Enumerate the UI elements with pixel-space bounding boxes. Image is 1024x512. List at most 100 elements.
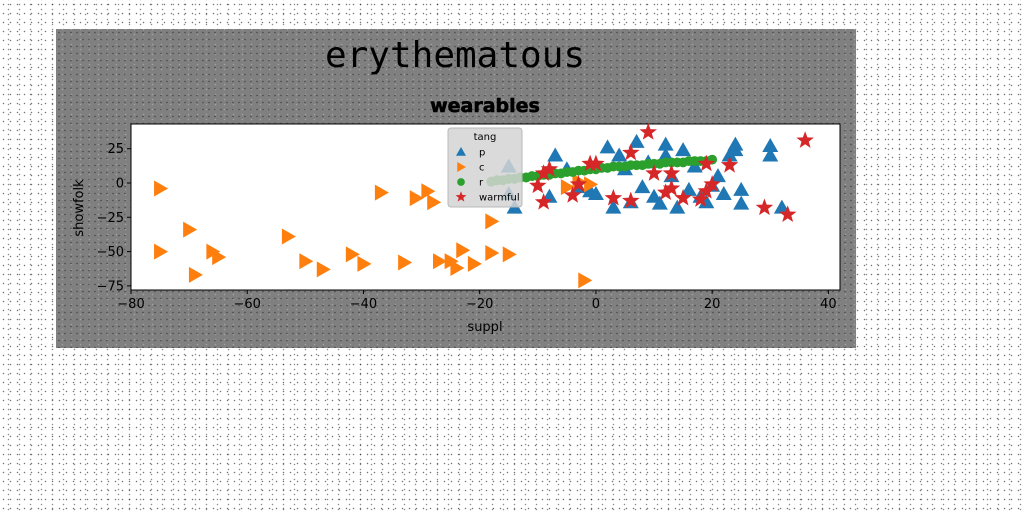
- legend: tang pcr warmful: [447, 127, 523, 208]
- point-warmful-18: [697, 154, 716, 172]
- y-tick-label: −50: [97, 245, 124, 260]
- x-tick-label: 40: [820, 297, 837, 312]
- point-warmful-22: [755, 198, 774, 216]
- point-warmful-23: [778, 205, 797, 222]
- x-tick-label: 20: [704, 297, 721, 312]
- point-c-5: [212, 249, 227, 266]
- point-c-11: [374, 184, 389, 201]
- point-c-20: [467, 255, 482, 272]
- point-c-2: [183, 221, 198, 238]
- point-warmful-16: [674, 188, 692, 206]
- point-p-10: [605, 199, 622, 214]
- legend-marker-c: [457, 162, 466, 172]
- point-p-9: [599, 139, 616, 154]
- point-p-8: [587, 185, 604, 200]
- point-warmful-19: [697, 182, 716, 199]
- point-warmful-4: [563, 186, 582, 203]
- point-c-18: [450, 260, 465, 277]
- chart-title: wearables: [430, 95, 540, 117]
- point-p-36: [762, 147, 779, 162]
- point-warmful-3: [540, 160, 559, 177]
- point-p-22: [669, 199, 686, 214]
- point-p-24: [680, 181, 697, 196]
- point-c-22: [485, 213, 500, 230]
- x-axis-ticks: −80 −60 −40 −20 0 20 40: [117, 290, 837, 312]
- point-warmful-10: [622, 143, 640, 161]
- point-p-37: [762, 137, 779, 152]
- point-c-12: [398, 254, 413, 271]
- point-p-38: [773, 199, 790, 214]
- point-c-1: [154, 243, 169, 260]
- point-p-11: [611, 147, 628, 162]
- y-axis-ticks: −75 −50 −25 0 25: [97, 142, 131, 294]
- y-tick-label: 25: [107, 142, 124, 157]
- point-p-35: [733, 181, 750, 196]
- point-c-7: [299, 253, 314, 270]
- y-axis-label: showfolk: [72, 179, 87, 237]
- point-warmful-5: [569, 175, 588, 192]
- point-c-27: [584, 176, 599, 193]
- point-warmful-1: [534, 193, 553, 210]
- point-warmful-0: [529, 176, 547, 194]
- point-warmful-20: [703, 175, 721, 192]
- x-tick-label: −20: [466, 297, 493, 312]
- legend-label-c: c: [479, 163, 485, 174]
- y-tick-label: −75: [97, 279, 124, 294]
- point-c-3: [188, 266, 203, 283]
- point-p-14: [628, 133, 645, 148]
- figure-suptitle: erythematous: [325, 35, 585, 76]
- figure-canvas: erythematous wearables −75 −50 −25 0 25 −80−…: [56, 29, 856, 348]
- point-c-10: [357, 255, 372, 272]
- point-p-33: [727, 136, 744, 151]
- point-p-30: [715, 185, 732, 200]
- point-warmful-14: [662, 179, 681, 196]
- point-c-16: [433, 253, 448, 270]
- point-warmful-12: [645, 164, 663, 181]
- x-axis-label: suppl: [467, 320, 502, 335]
- point-p-23: [675, 142, 692, 157]
- legend-label-warmful: warmful: [479, 193, 520, 204]
- point-p-29: [709, 168, 726, 183]
- point-p-34: [733, 195, 750, 210]
- y-tick-label: 0: [116, 176, 124, 191]
- point-c-19: [456, 242, 471, 259]
- point-warmful-2: [534, 164, 553, 181]
- point-warmful-13: [656, 183, 675, 201]
- point-c-25: [560, 179, 575, 196]
- point-p-15: [634, 179, 651, 194]
- point-warmful-17: [691, 190, 710, 207]
- legend-marker-r: [457, 178, 465, 186]
- point-warmful-24: [796, 131, 814, 148]
- point-warmful-21: [720, 155, 739, 173]
- point-p-19: [657, 136, 674, 151]
- point-warmful-15: [662, 164, 681, 181]
- x-tick-label: −80: [117, 297, 144, 312]
- point-p-4: [547, 147, 564, 162]
- point-c-9: [345, 246, 360, 263]
- data-markers: [154, 123, 814, 289]
- point-c-15: [427, 194, 442, 211]
- point-c-21: [485, 244, 500, 261]
- point-c-23: [502, 246, 517, 263]
- point-warmful-8: [604, 188, 623, 206]
- point-warmful-7: [587, 154, 605, 172]
- legend-marker-p: [456, 147, 466, 156]
- point-warmful-11: [639, 123, 657, 140]
- point-c-24: [578, 272, 593, 289]
- legend-marker-warmful: [455, 191, 467, 202]
- point-p-18: [651, 195, 668, 210]
- legend-title: tang: [474, 132, 497, 143]
- x-tick-label: 0: [592, 297, 600, 312]
- x-tick-label: −40: [350, 297, 377, 312]
- x-tick-label: −60: [234, 297, 261, 312]
- point-c-6: [281, 228, 296, 245]
- point-p-27: [698, 194, 715, 209]
- point-c-8: [316, 261, 331, 278]
- point-c-0: [154, 180, 169, 197]
- legend-label-p: p: [479, 148, 485, 159]
- point-c-14: [421, 183, 436, 200]
- legend-entries: pcr warmful: [455, 147, 520, 204]
- y-tick-label: −25: [97, 211, 124, 226]
- point-c-13: [409, 190, 424, 207]
